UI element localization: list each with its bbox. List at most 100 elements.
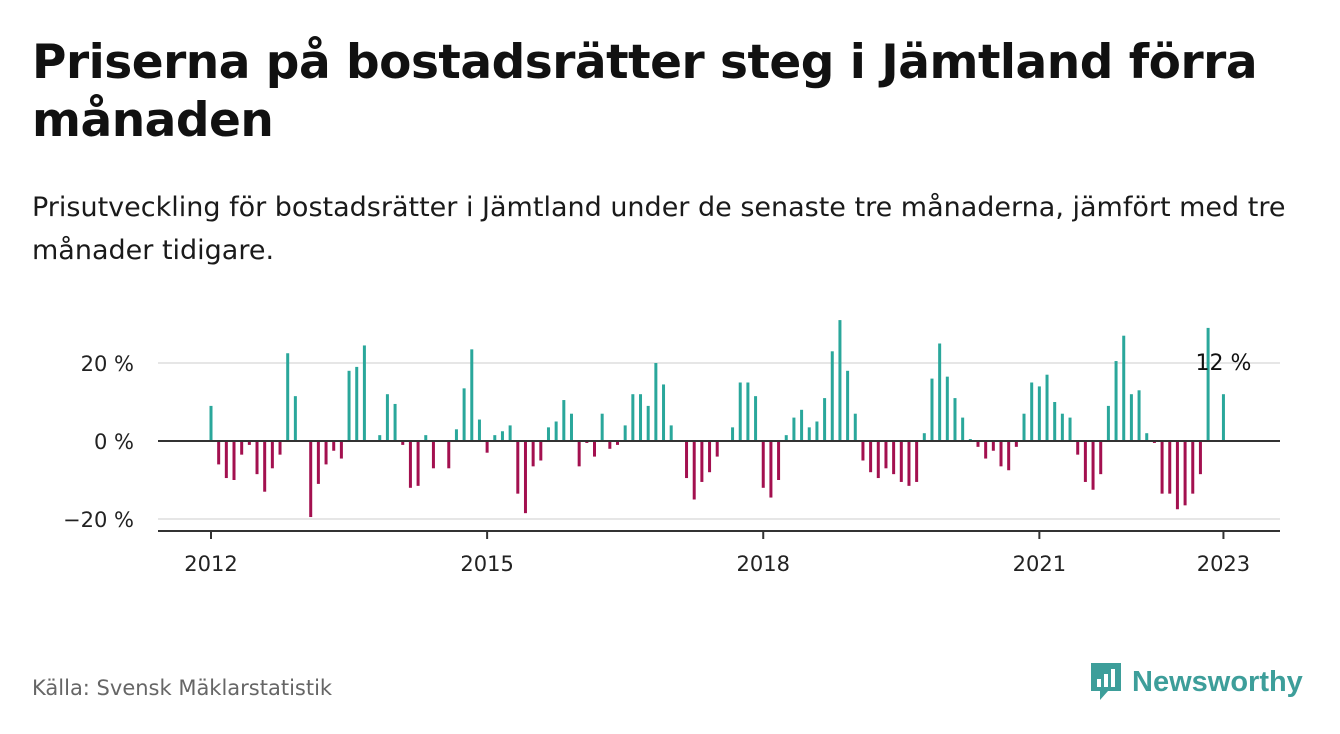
bar xyxy=(485,441,489,453)
bar xyxy=(631,394,635,441)
bar xyxy=(447,441,451,469)
bar xyxy=(577,441,581,467)
bar xyxy=(892,441,896,475)
bar xyxy=(738,382,742,441)
bar xyxy=(1198,441,1202,475)
y-tick-label: 0 % xyxy=(94,430,134,454)
bar xyxy=(1099,441,1103,475)
bar xyxy=(1175,441,1179,510)
bar xyxy=(1129,394,1133,441)
bar xyxy=(715,441,719,457)
bar xyxy=(685,441,689,479)
bar xyxy=(562,400,566,441)
bar xyxy=(1221,394,1225,441)
bar xyxy=(623,425,627,441)
bar xyxy=(477,419,481,441)
bar xyxy=(1022,413,1026,441)
bar xyxy=(830,351,834,441)
bar xyxy=(224,441,228,479)
x-tick-label: 2015 xyxy=(460,552,513,576)
x-tick-label: 2023 xyxy=(1197,552,1250,576)
grid-lines xyxy=(158,362,1280,520)
bar xyxy=(355,366,359,441)
bar xyxy=(639,394,643,441)
bar xyxy=(1160,441,1164,494)
bar xyxy=(470,349,474,441)
bar xyxy=(669,425,673,441)
bar xyxy=(293,396,297,441)
bar xyxy=(1145,433,1149,441)
bar xyxy=(754,396,758,441)
bar xyxy=(853,413,857,441)
bar xyxy=(815,421,819,441)
bar xyxy=(362,345,366,441)
bar xyxy=(823,398,827,441)
bar xyxy=(708,441,712,473)
bar xyxy=(616,441,620,445)
bar xyxy=(516,441,520,494)
bar xyxy=(209,405,213,441)
bars xyxy=(209,320,1225,518)
bar xyxy=(523,441,527,514)
chart-title: Priserna på bostadsrätter steg i Jämtlan… xyxy=(32,35,1258,148)
bar xyxy=(907,441,911,486)
bar xyxy=(861,441,865,461)
bar xyxy=(731,427,735,441)
x-tick-label: 2012 xyxy=(184,552,237,576)
bar xyxy=(531,441,535,467)
bar xyxy=(777,441,781,480)
bar xyxy=(1106,405,1110,441)
bar xyxy=(807,427,811,441)
bar xyxy=(263,441,267,492)
bar xyxy=(961,417,965,441)
bar xyxy=(1007,441,1011,471)
bar xyxy=(945,376,949,441)
bar xyxy=(232,441,236,480)
y-axis-labels: 20 % 0 % −20 % xyxy=(63,352,134,532)
bar xyxy=(332,441,336,451)
bar xyxy=(846,370,850,441)
bar xyxy=(424,435,428,441)
bar xyxy=(393,403,397,441)
bar xyxy=(217,441,221,465)
bar xyxy=(431,441,435,469)
bar xyxy=(1083,441,1087,482)
bar xyxy=(255,441,259,475)
bar xyxy=(493,435,497,441)
bar xyxy=(462,388,466,441)
bar xyxy=(1053,402,1057,441)
bar xyxy=(600,413,604,441)
bar xyxy=(546,427,550,441)
logo-text: Newsworthy xyxy=(1132,665,1303,698)
bar xyxy=(930,378,934,441)
bar xyxy=(316,441,320,484)
bar xyxy=(309,441,313,518)
bar xyxy=(416,441,420,486)
bar xyxy=(1068,417,1072,441)
bar xyxy=(976,441,980,447)
bar xyxy=(1037,386,1041,441)
bar xyxy=(838,320,842,441)
bar xyxy=(539,441,543,461)
bar xyxy=(761,441,765,488)
bar xyxy=(1060,413,1064,441)
bar xyxy=(240,441,244,455)
newsworthy-logo-icon xyxy=(1091,663,1121,700)
bar xyxy=(1114,361,1118,441)
bar xyxy=(247,441,251,445)
source-note: Källa: Svensk Mäklarstatistik xyxy=(32,676,333,700)
bar-chart: 20 % 0 % −20 % 2012 2015 2018 2021 2023 12 % xyxy=(63,320,1280,576)
bar xyxy=(347,370,351,441)
bar xyxy=(270,441,274,469)
bar xyxy=(646,405,650,441)
bar xyxy=(999,441,1003,467)
bar xyxy=(378,435,382,441)
bar xyxy=(1191,441,1195,494)
bar xyxy=(554,421,558,441)
bar xyxy=(1183,441,1187,506)
bar xyxy=(654,363,658,441)
chart-subtitle: Prisutveckling för bostadsrätter i Jämtl… xyxy=(32,192,1286,266)
bar xyxy=(991,441,995,451)
bar xyxy=(508,425,512,441)
bar xyxy=(401,441,405,445)
